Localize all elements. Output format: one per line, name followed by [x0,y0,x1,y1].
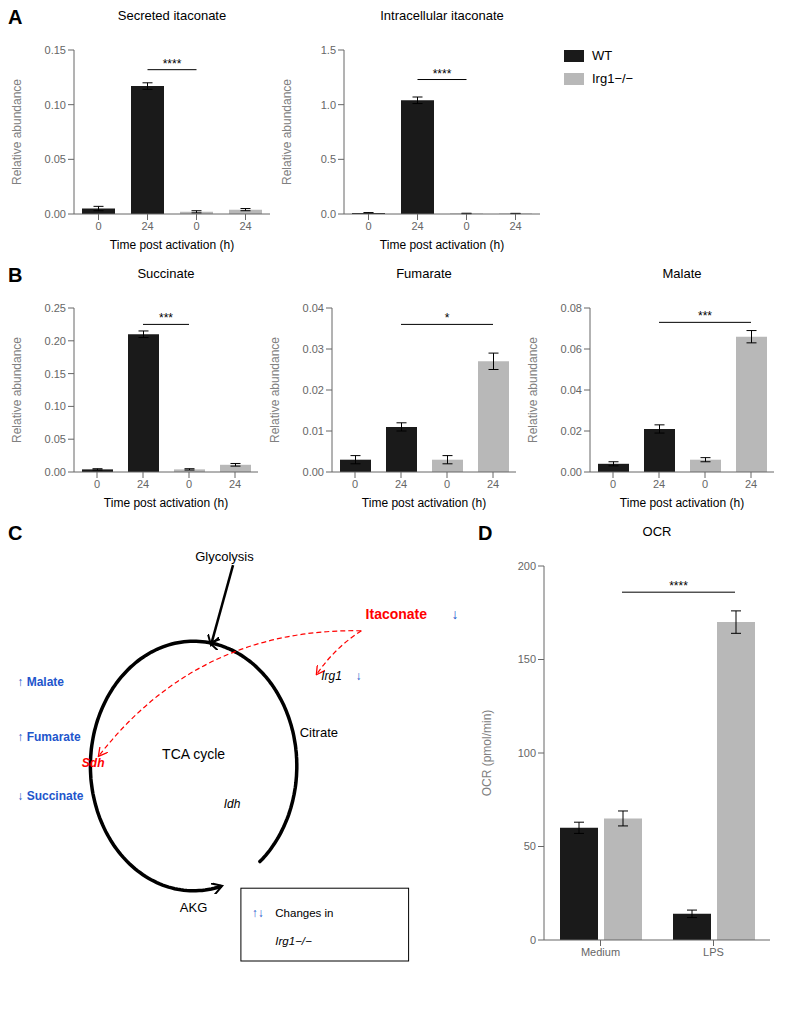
html-text:Time post activation (h): Time post activation (h) [109,238,235,252]
html-text:Time post activation (h): Time post activation (h) [361,496,487,510]
html-text:A: A [8,6,23,28]
svg-text:****: **** [669,579,688,593]
svg-text:0.0: 0.0 [321,208,336,220]
svg-text:0: 0 [463,220,469,232]
svg-text:Relative abundance: Relative abundance [526,337,540,443]
svg-text:0.00: 0.00 [45,466,66,478]
svg-text:1.5: 1.5 [321,44,336,56]
svg-text:0: 0 [352,478,358,490]
svg-text:****: **** [433,67,452,81]
svg-text:OCR (pmol/min): OCR (pmol/min) [480,710,494,797]
html-text:C: C [8,522,23,544]
svg-text:0.00: 0.00 [561,466,582,478]
svg-text:0: 0 [610,478,616,490]
svg-text:0.5: 0.5 [321,153,336,165]
svg-text:0.15: 0.15 [45,368,66,380]
html-text:Secreted itaconate: Secreted itaconate [117,8,227,23]
html-text:Irg1−/−: Irg1−/− [592,71,634,86]
svg-text:↑ Malate: ↑ Malate [17,675,64,689]
svg-text:0.01: 0.01 [303,425,324,437]
svg-text:0: 0 [94,478,100,490]
svg-text:↓: ↓ [452,606,459,622]
svg-text:↑↓: ↑↓ [252,906,264,920]
svg-text:0: 0 [444,478,450,490]
svg-text:Relative abundance: Relative abundance [268,337,282,443]
svg-text:↓ Succinate: ↓ Succinate [17,789,83,803]
svg-text:100: 100 [518,747,536,759]
svg-text:24: 24 [487,478,499,490]
svg-text:TCA cycle: TCA cycle [162,746,225,762]
svg-text:0: 0 [95,220,101,232]
svg-text:24: 24 [137,478,149,490]
html-text:Malate: Malate [662,266,702,281]
svg-text:Relative abundance: Relative abundance [10,79,24,185]
svg-text:150: 150 [518,653,536,665]
svg-text:AKG: AKG [180,900,207,915]
svg-text:0.02: 0.02 [303,384,324,396]
svg-text:0.00: 0.00 [303,466,324,478]
svg-text:***: *** [698,309,712,323]
svg-text:0.10: 0.10 [45,99,66,111]
svg-text:1.0: 1.0 [321,99,336,111]
svg-text:LPS: LPS [703,946,724,958]
html-text:Time post activation (h): Time post activation (h) [379,238,505,252]
svg-text:0.10: 0.10 [45,400,66,412]
html-text:Fumarate: Fumarate [396,266,452,281]
svg-text:0: 0 [702,478,708,490]
svg-text:Sdh: Sdh [82,756,105,770]
svg-text:Irg1−/−: Irg1−/− [275,935,312,947]
svg-text:0.25: 0.25 [45,302,66,314]
svg-text:Relative abundance: Relative abundance [280,79,294,185]
html-text:B: B [8,264,23,286]
svg-text:24: 24 [395,478,407,490]
svg-text:↑ Fumarate: ↑ Fumarate [17,730,81,744]
svg-text:****: **** [163,57,182,71]
svg-text:Glycolysis: Glycolysis [195,549,254,564]
html-text:Succinate: Succinate [137,266,195,281]
svg-text:0: 0 [530,934,536,946]
svg-text:0.05: 0.05 [45,153,66,165]
svg-text:0.00: 0.00 [45,208,66,220]
svg-text:Changes in: Changes in [275,907,333,919]
html-text:Time post activation (h): Time post activation (h) [103,496,229,510]
html-text:WT: WT [592,48,613,63]
svg-text:Irg1: Irg1 [321,669,342,683]
svg-text:↓: ↓ [356,669,362,683]
svg-text:24: 24 [653,478,665,490]
svg-text:50: 50 [524,840,536,852]
svg-text:0.03: 0.03 [303,343,324,355]
svg-text:24: 24 [141,220,153,232]
svg-text:Relative abundance: Relative abundance [10,337,24,443]
svg-text:0.06: 0.06 [561,343,582,355]
svg-text:200: 200 [518,560,536,572]
svg-text:***: *** [159,311,173,325]
svg-text:*: * [445,311,450,325]
svg-text:0: 0 [193,220,199,232]
svg-text:Idh: Idh [224,797,241,811]
svg-text:Medium: Medium [581,946,620,958]
svg-text:0.05: 0.05 [45,433,66,445]
svg-text:Itaconate: Itaconate [366,606,428,622]
svg-text:0.04: 0.04 [303,302,324,314]
svg-text:24: 24 [509,220,521,232]
svg-text:0.08: 0.08 [561,302,582,314]
svg-text:0.15: 0.15 [45,44,66,56]
svg-text:24: 24 [745,478,757,490]
svg-text:Citrate: Citrate [300,725,338,740]
svg-text:24: 24 [411,220,423,232]
svg-text:24: 24 [239,220,251,232]
html-text:OCR: OCR [642,524,672,539]
html-text:Time post activation (h): Time post activation (h) [619,496,745,510]
svg-text:0: 0 [186,478,192,490]
svg-text:0.02: 0.02 [561,425,582,437]
html-text:Intracellular itaconate: Intracellular itaconate [380,8,504,23]
svg-text:0: 0 [365,220,371,232]
svg-text:24: 24 [229,478,241,490]
html-text:D: D [478,522,493,544]
svg-text:0.04: 0.04 [561,384,582,396]
svg-text:0.20: 0.20 [45,335,66,347]
